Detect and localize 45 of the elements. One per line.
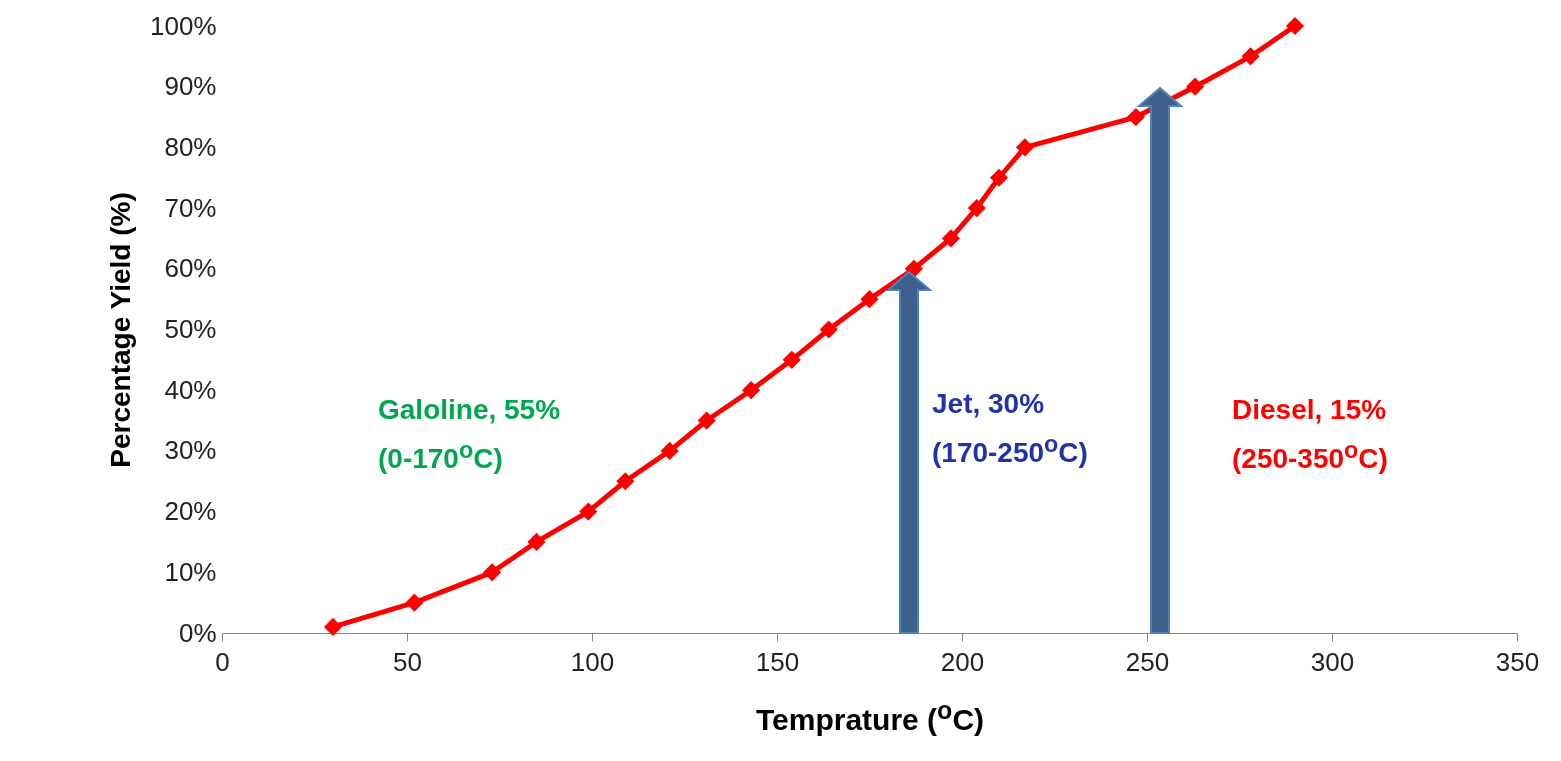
x-tick-label: 250	[1125, 646, 1170, 677]
point	[941, 229, 960, 248]
annotation: Diesel, 15% (250-350$^{o}$C)	[1232, 393, 1388, 477]
x-tick-label: 300	[1310, 646, 1355, 677]
point	[1285, 16, 1305, 36]
point	[616, 472, 635, 491]
y-axis-title: Percentage Yield (%)	[105, 192, 136, 468]
y-tick-label: 50%	[164, 314, 217, 344]
y-tick-label: 70%	[164, 192, 217, 223]
point	[323, 617, 343, 637]
point	[989, 168, 1009, 187]
y-tick-label: 60%	[164, 253, 217, 284]
y-tick-label: 10%	[164, 556, 217, 587]
point	[1015, 138, 1034, 157]
point	[1186, 77, 1205, 96]
y-tick-label: 90%	[164, 71, 217, 102]
point	[860, 290, 879, 309]
point	[405, 593, 424, 612]
y-tick-label: 0%	[178, 617, 217, 648]
x-tick-label: 0	[215, 646, 230, 677]
point	[660, 441, 679, 460]
y-tick-label: 80%	[164, 131, 217, 162]
x-tick-label: 50	[393, 646, 422, 677]
point	[483, 563, 502, 582]
point	[1241, 47, 1260, 66]
point	[527, 532, 546, 552]
x-tick-label: 200	[940, 646, 985, 677]
point	[782, 350, 801, 369]
x-axis-title: Temprature ($^{o}$C)	[755, 696, 985, 737]
annotation: Galoline, 55% (0-170$^{o}$C)	[378, 393, 561, 477]
annotation: Jet, 30% (170-250$^{o}$C)	[932, 387, 1088, 471]
point	[742, 381, 761, 400]
y-tick-label: 40%	[164, 374, 217, 405]
x-tick-label: 350	[1495, 646, 1540, 677]
y-tick-label: 30%	[164, 435, 217, 466]
y-tick-label: 100%	[150, 10, 217, 41]
point	[579, 502, 598, 521]
point	[1126, 107, 1145, 127]
x-tick-label: 100	[570, 646, 615, 677]
point	[904, 259, 923, 278]
point	[819, 320, 838, 339]
point	[967, 199, 986, 218]
point	[697, 411, 716, 430]
y-tick-label: 20%	[164, 496, 217, 527]
x-tick-label: 150	[755, 646, 800, 677]
